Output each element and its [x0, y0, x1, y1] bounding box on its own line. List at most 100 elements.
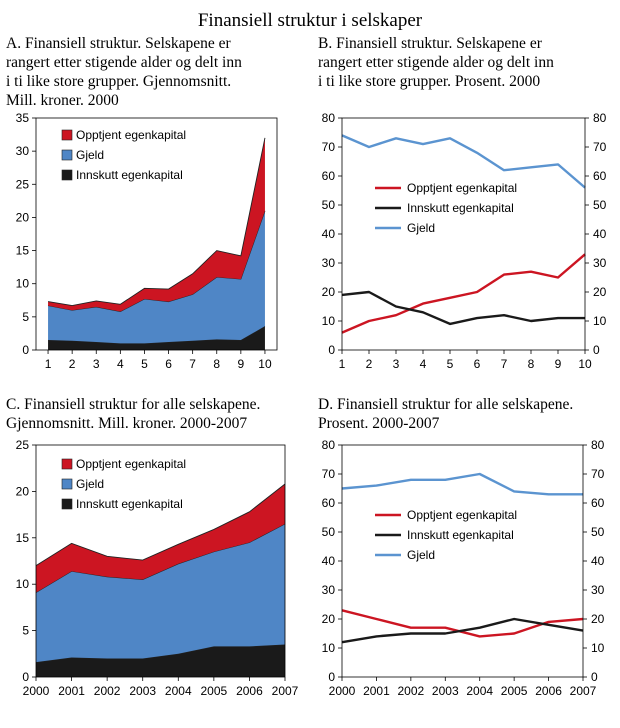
y2-tick-label: 70 — [591, 467, 605, 481]
area-innskutt-egenkapital — [36, 644, 285, 677]
area-opptjent-egenkapital — [48, 137, 265, 312]
x-tick-label: 9 — [555, 357, 562, 371]
line-opptjent-egenkapital — [341, 253, 586, 334]
x-tick-label: 2003 — [432, 684, 459, 698]
y2-tick-label: 30 — [591, 583, 605, 597]
legend-swatch — [61, 478, 73, 490]
legend-label: Gjeld — [76, 477, 104, 491]
y-tick-label: 0 — [22, 343, 29, 357]
x-tick-label: 2007 — [272, 684, 299, 698]
panel-d: D. Finansiell struktur for alle selskape… — [318, 396, 605, 698]
area-opptjent-egenkapital-outline — [35, 483, 286, 567]
panel-title-line: i ti like store grupper. Prosent. 2000 — [318, 73, 540, 90]
y-tick-label: 10 — [16, 277, 30, 291]
y2-tick-label: 60 — [593, 169, 607, 183]
legend-label: Opptjent egenkapital — [76, 457, 186, 471]
y2-tick-label: 80 — [593, 111, 607, 125]
y-tick-label: 40 — [322, 554, 336, 568]
x-tick-label: 10 — [578, 357, 592, 371]
x-tick-label: 2002 — [94, 684, 121, 698]
x-tick-label: 8 — [528, 357, 535, 371]
panel-title-line: A. Finansiell struktur. Selskapene er — [6, 35, 232, 52]
panel-title-line: C. Finansiell struktur for alle selskape… — [6, 396, 260, 413]
y-tick-label: 20 — [16, 484, 30, 498]
x-tick-label: 7 — [189, 357, 196, 371]
y-tick-label: 60 — [322, 496, 336, 510]
y-tick-label: 0 — [328, 670, 335, 684]
x-tick-label: 9 — [238, 357, 245, 371]
legend-label: Innskutt egenkapital — [407, 201, 514, 215]
legend-label: Opptjent egenkapital — [407, 181, 517, 195]
legend-label: Opptjent egenkapital — [407, 508, 517, 522]
x-tick-label: 3 — [393, 357, 400, 371]
x-tick-label: 3 — [93, 357, 100, 371]
y-tick-label: 10 — [322, 641, 336, 655]
y2-tick-label: 70 — [593, 140, 607, 154]
x-tick-label: 2001 — [363, 684, 390, 698]
x-tick-label: 5 — [447, 357, 454, 371]
y-tick-label: 35 — [16, 111, 30, 125]
legend-label: Opptjent egenkapital — [76, 128, 186, 142]
y2-tick-label: 10 — [593, 314, 607, 328]
legend-label: Innskutt egenkapital — [407, 528, 514, 542]
y-tick-label: 50 — [322, 525, 336, 539]
panel-title-line: B. Finansiell struktur. Selskapene er — [318, 35, 543, 52]
plot-frame — [35, 444, 286, 678]
y-tick-label: 25 — [16, 438, 30, 452]
y-tick-label: 20 — [16, 210, 30, 224]
panel-title-line: rangert etter stigende alder og delt inn — [6, 54, 242, 71]
panel-title-line: i ti like store grupper. Gjennomsnitt. — [6, 73, 231, 90]
area-opptjent-egenkapital-outline — [47, 137, 266, 307]
legend-swatch — [61, 169, 73, 181]
plot-frame — [341, 117, 586, 351]
x-tick-label: 2005 — [201, 684, 228, 698]
x-tick-label: 6 — [474, 357, 481, 371]
panel-a: A. Finansiell struktur. Selskapene er ran… — [6, 35, 278, 371]
plot-frame — [35, 117, 278, 351]
x-tick-label: 2000 — [23, 684, 50, 698]
figure-title: Finansiell struktur i selskaper — [198, 10, 423, 31]
panel-c: C. Finansiell struktur for alle selskape… — [6, 396, 299, 698]
legend-swatch — [61, 498, 73, 510]
y-tick-label: 70 — [322, 140, 336, 154]
x-tick-label: 4 — [420, 357, 427, 371]
y2-tick-label: 60 — [591, 496, 605, 510]
y-tick-label: 0 — [22, 670, 29, 684]
x-tick-label: 8 — [213, 357, 220, 371]
panel-title-line: rangert etter stigende alder og delt inn — [318, 54, 554, 71]
panel-b: B. Finansiell struktur. Selskapene er ran… — [318, 35, 607, 371]
y-tick-label: 30 — [322, 256, 336, 270]
x-tick-label: 2004 — [466, 684, 493, 698]
y-tick-label: 80 — [322, 438, 336, 452]
y-tick-label: 5 — [22, 310, 29, 324]
x-tick-label: 2007 — [570, 684, 597, 698]
legend-label: Innskutt egenkapital — [76, 497, 183, 511]
x-tick-label: 10 — [258, 357, 272, 371]
line-gjeld — [341, 472, 583, 496]
x-tick-label: 2001 — [58, 684, 85, 698]
y-tick-label: 0 — [328, 343, 335, 357]
panel-title-line: Prosent. 2000-2007 — [318, 415, 440, 432]
y-tick-label: 10 — [16, 577, 30, 591]
x-tick-label: 2004 — [165, 684, 192, 698]
x-tick-label: 7 — [501, 357, 508, 371]
x-tick-label: 4 — [117, 357, 124, 371]
x-tick-label: 1 — [45, 357, 52, 371]
panel-title-line: Gjennomsnitt. Mill. kroner. 2000-2007 — [6, 415, 247, 432]
y2-tick-label: 30 — [593, 256, 607, 270]
line-innskutt-egenkapital — [341, 617, 584, 644]
legend-label: Gjeld — [407, 548, 435, 562]
y2-tick-label: 50 — [593, 198, 607, 212]
line-innskutt-egenkapital — [341, 290, 585, 326]
y-tick-label: 30 — [322, 583, 336, 597]
line-gjeld — [341, 134, 586, 189]
y-tick-label: 20 — [322, 285, 336, 299]
x-tick-label: 2003 — [129, 684, 156, 698]
legend-label: Gjeld — [407, 221, 435, 235]
legend-swatch — [61, 129, 73, 141]
plot-frame — [341, 444, 584, 678]
x-tick-label: 2005 — [501, 684, 528, 698]
y2-tick-label: 20 — [593, 285, 607, 299]
y2-tick-label: 40 — [591, 554, 605, 568]
y2-tick-label: 80 — [591, 438, 605, 452]
